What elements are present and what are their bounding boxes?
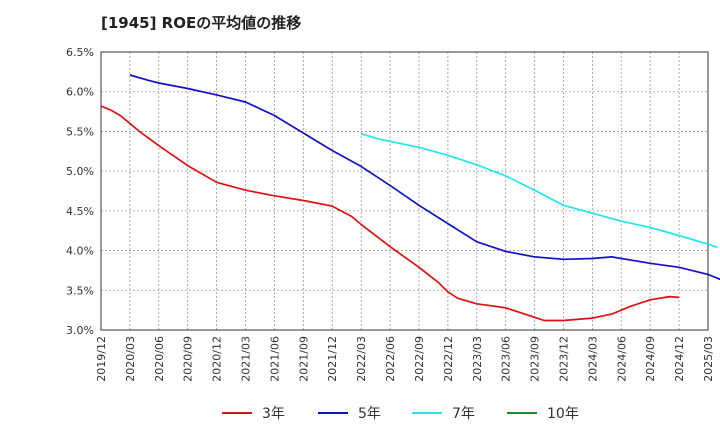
x-axis: 2019/12 2020/03 2020/06 2020/09 2020/12 2021/… bbox=[95, 336, 715, 382]
x-tick-label: 2024/12 bbox=[673, 336, 686, 382]
x-tick-label: 2024/06 bbox=[615, 336, 628, 382]
series-line-7年 bbox=[360, 132, 718, 249]
x-tick-label: 2020/12 bbox=[211, 336, 224, 382]
series-layer bbox=[100, 74, 720, 322]
grid-lines bbox=[100, 51, 709, 331]
legend-label-10年: 10年 bbox=[547, 406, 579, 422]
x-tick-label: 2023/03 bbox=[471, 336, 484, 382]
plot-frame bbox=[100, 51, 709, 331]
x-tick-label: 2021/03 bbox=[240, 336, 253, 382]
legend-label-7年: 7年 bbox=[452, 406, 475, 422]
y-tick-label: 4.5% bbox=[66, 205, 94, 218]
x-tick-label: 2021/09 bbox=[297, 336, 310, 382]
series-line-5年 bbox=[129, 74, 720, 281]
x-tick-label: 2020/06 bbox=[153, 336, 166, 382]
y-tick-label: 6.5% bbox=[66, 46, 94, 59]
x-tick-label: 2022/12 bbox=[442, 336, 455, 382]
series-line-3年 bbox=[100, 105, 680, 322]
y-tick-label: 6.0% bbox=[66, 86, 94, 99]
x-tick-label: 2021/06 bbox=[268, 336, 281, 382]
legend-label-5年: 5年 bbox=[358, 406, 381, 422]
y-tick-label: 5.5% bbox=[66, 125, 94, 138]
x-tick-label: 2023/12 bbox=[557, 336, 570, 382]
x-tick-label: 2025/03 bbox=[702, 336, 715, 382]
x-tick-label: 2024/09 bbox=[644, 336, 657, 382]
x-tick-label: 2020/03 bbox=[124, 336, 137, 382]
y-axis: 3.0% 3.5% 4.0% 4.5% 5.0% 5.5% 6.0% 6.5% bbox=[66, 46, 94, 337]
y-tick-label: 5.0% bbox=[66, 165, 94, 178]
x-tick-label: 2022/09 bbox=[413, 336, 426, 382]
x-tick-label: 2020/09 bbox=[182, 336, 195, 382]
legend-label-3年: 3年 bbox=[262, 406, 285, 422]
x-tick-label: 2022/03 bbox=[355, 336, 368, 382]
y-tick-label: 3.5% bbox=[66, 284, 94, 297]
x-tick-label: 2019/12 bbox=[95, 336, 108, 382]
y-tick-label: 3.0% bbox=[66, 324, 94, 337]
x-tick-label: 2021/12 bbox=[326, 336, 339, 382]
x-tick-label: 2022/06 bbox=[384, 336, 397, 382]
chart-title: [1945] ROEの平均値の推移 bbox=[101, 14, 302, 32]
y-tick-label: 4.0% bbox=[66, 245, 94, 258]
legend: 3年 5年 7年 10年 bbox=[222, 406, 579, 422]
x-tick-label: 2023/09 bbox=[529, 336, 542, 382]
x-tick-label: 2023/06 bbox=[500, 336, 513, 382]
x-tick-label: 2024/03 bbox=[586, 336, 599, 382]
